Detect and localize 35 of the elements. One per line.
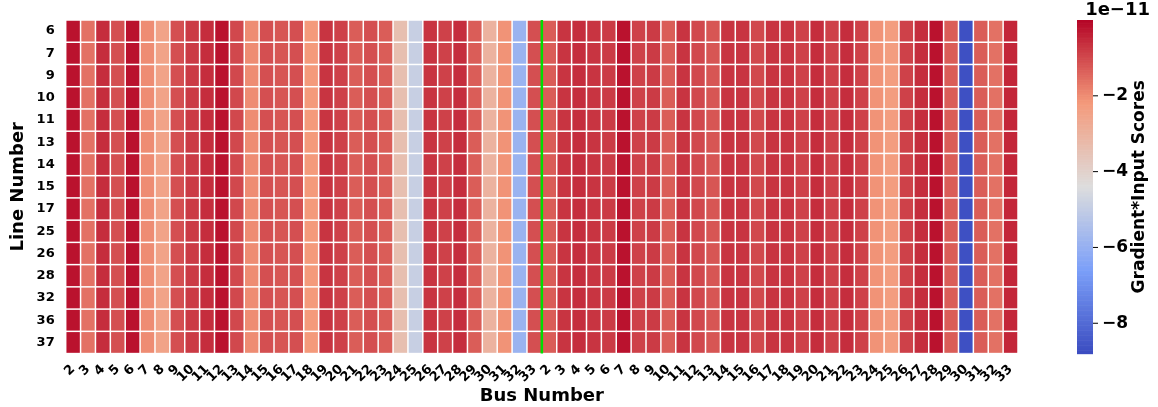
x-tick-label: 5 — [581, 360, 599, 378]
y-axis-title: Line Number — [6, 121, 28, 252]
x-tick-label: 3 — [75, 360, 93, 378]
y-tick-label: 25 — [36, 222, 55, 238]
y-tick-label: 37 — [36, 333, 55, 349]
color-bar-title: Gradient*Input Scores — [1128, 80, 1149, 294]
x-tick-label: 5 — [105, 360, 123, 378]
x-tick-label: 6 — [120, 360, 138, 378]
y-tick-label: 11 — [36, 111, 55, 127]
color-bar-label: −6 — [1102, 235, 1129, 256]
text: 1e−11 — [1085, 0, 1150, 19]
x-tick-label: 2 — [60, 360, 78, 378]
color-bar-label: −4 — [1102, 160, 1129, 181]
x-tick-label: 4 — [90, 360, 108, 378]
y-tick-label: 7 — [45, 44, 55, 60]
x-tick-label: 2 — [536, 360, 554, 378]
y-tick-label: 13 — [36, 133, 55, 149]
y-tick-label: 28 — [36, 267, 55, 283]
x-tick-label: 6 — [596, 360, 614, 378]
x-tick-label: 3 — [551, 360, 569, 378]
y-tick-label: 10 — [36, 89, 55, 105]
color-bar-label: −2 — [1102, 84, 1129, 105]
y-tick-label: 26 — [36, 244, 55, 260]
y-tick-label: 9 — [45, 66, 55, 82]
y-tick-label: 6 — [45, 22, 55, 38]
y-tick-label: 32 — [36, 289, 55, 305]
y-tick-label: 17 — [36, 200, 55, 216]
x-tick-label: 4 — [566, 360, 584, 378]
x-tick-label: 7 — [611, 360, 629, 378]
x-axis-title: Bus Number — [479, 383, 605, 405]
y-tick-label: 15 — [36, 178, 55, 194]
x-tick-label: 8 — [626, 360, 644, 378]
color-bar-label: −8 — [1102, 311, 1129, 332]
y-tick-label: 36 — [36, 311, 55, 327]
y-tick-label: 14 — [36, 155, 55, 171]
